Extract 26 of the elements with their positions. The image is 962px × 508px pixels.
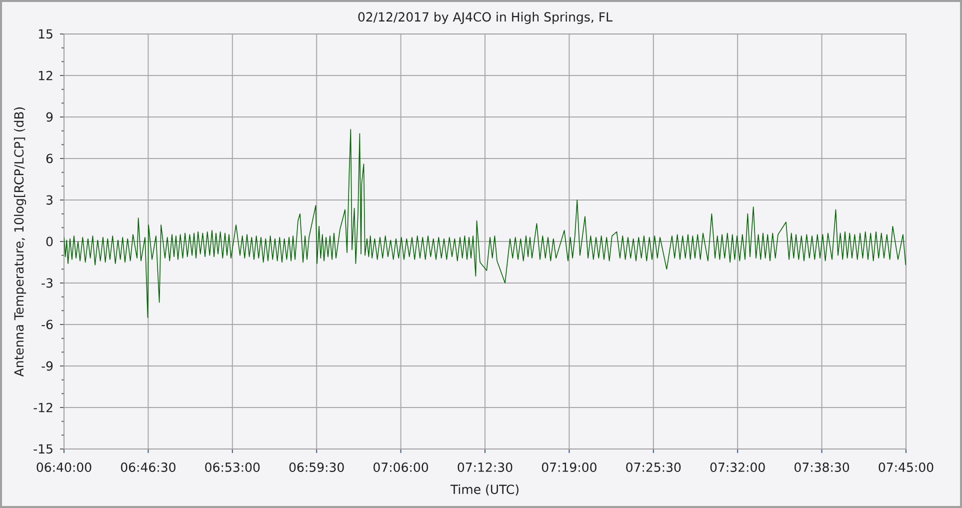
x-tick-label: 07:45:00 (878, 462, 934, 472)
x-tick-label: 07:32:00 (710, 462, 765, 472)
x-tick-label: 07:12:30 (458, 462, 512, 472)
y-tick-label: 15 (38, 29, 52, 39)
y-tick-label: 3 (46, 195, 52, 205)
y-tick-label: -6 (42, 320, 53, 330)
x-tick-label: 07:19:00 (542, 462, 596, 472)
y-tick-label: -3 (42, 278, 52, 288)
x-tick-label: 06:40:00 (36, 462, 92, 472)
x-axis-title: Time (UTC) (450, 484, 518, 496)
y-tick-label: -12 (34, 402, 52, 412)
y-tick-label: -15 (34, 444, 52, 454)
x-tick-label: 06:46:30 (120, 462, 176, 472)
line-series (64, 129, 906, 318)
x-tick-label: 07:06:00 (374, 462, 428, 472)
y-tick-label: 6 (46, 154, 53, 164)
chart-title: 02/12/2017 by AJ4CO in High Springs, FL (358, 12, 612, 24)
y-tick-label: -9 (42, 361, 53, 371)
y-tick-label: 12 (38, 70, 52, 80)
x-tick-label: 06:59:30 (289, 462, 344, 472)
y-tick-label: 9 (46, 112, 53, 122)
x-tick-label: 06:53:00 (205, 462, 260, 472)
y-tick-label: 0 (46, 236, 53, 246)
x-tick-label: 07:25:30 (626, 462, 681, 472)
x-tick-label: 07:38:30 (794, 462, 850, 472)
y-axis-title: Antenna Temperature, 10log[RCP/LCP] (dB) (14, 107, 26, 377)
